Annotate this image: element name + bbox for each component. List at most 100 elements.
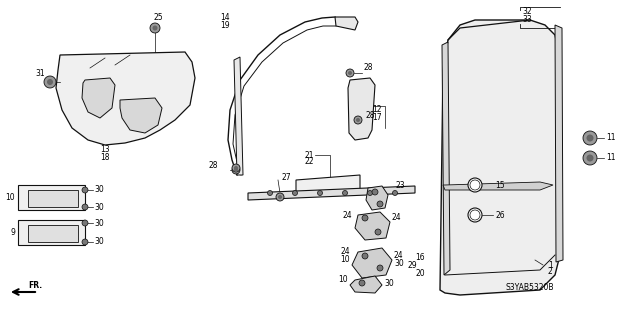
Text: 22: 22 xyxy=(305,158,314,167)
Circle shape xyxy=(583,151,597,165)
Circle shape xyxy=(468,178,482,192)
Circle shape xyxy=(377,265,383,271)
Circle shape xyxy=(470,180,480,190)
Text: 30: 30 xyxy=(94,203,104,211)
Circle shape xyxy=(82,239,88,245)
Circle shape xyxy=(362,253,368,259)
Polygon shape xyxy=(234,57,243,175)
Circle shape xyxy=(44,76,56,88)
Text: 19: 19 xyxy=(220,21,230,31)
Polygon shape xyxy=(443,182,553,190)
Polygon shape xyxy=(82,78,115,118)
Text: 16: 16 xyxy=(415,254,424,263)
Circle shape xyxy=(234,166,238,170)
Circle shape xyxy=(268,190,273,196)
Circle shape xyxy=(392,190,397,196)
Text: 25: 25 xyxy=(153,13,163,23)
Circle shape xyxy=(317,190,323,196)
Text: 24: 24 xyxy=(340,248,350,256)
Text: 1: 1 xyxy=(548,261,553,270)
Circle shape xyxy=(276,193,284,201)
Polygon shape xyxy=(352,248,392,278)
Text: 23: 23 xyxy=(396,182,406,190)
Text: FR.: FR. xyxy=(28,281,42,291)
Circle shape xyxy=(47,79,53,85)
Text: 30: 30 xyxy=(94,238,104,247)
Circle shape xyxy=(372,189,378,195)
Text: 10: 10 xyxy=(5,193,15,202)
Text: 30: 30 xyxy=(94,219,104,227)
Text: 28: 28 xyxy=(366,112,376,121)
Circle shape xyxy=(362,215,368,221)
Circle shape xyxy=(292,190,298,196)
Text: 27: 27 xyxy=(282,174,292,182)
Text: 24: 24 xyxy=(392,213,402,222)
Text: 31: 31 xyxy=(35,69,45,78)
Polygon shape xyxy=(350,276,382,293)
Polygon shape xyxy=(56,52,195,145)
Text: 12: 12 xyxy=(372,106,381,115)
Circle shape xyxy=(150,23,160,33)
Text: 2: 2 xyxy=(548,268,553,277)
Polygon shape xyxy=(296,175,360,195)
Polygon shape xyxy=(355,212,390,240)
Polygon shape xyxy=(555,25,563,262)
Circle shape xyxy=(232,166,240,174)
Text: S3YAB5320B: S3YAB5320B xyxy=(505,283,554,292)
Text: 32: 32 xyxy=(522,8,532,17)
Circle shape xyxy=(359,280,365,286)
Text: 15: 15 xyxy=(495,181,504,189)
Circle shape xyxy=(278,195,282,199)
Text: 17: 17 xyxy=(372,114,381,122)
Text: 11: 11 xyxy=(606,153,616,162)
Circle shape xyxy=(468,208,482,222)
Text: 28: 28 xyxy=(363,63,372,72)
Polygon shape xyxy=(18,220,85,245)
Text: 30: 30 xyxy=(94,186,104,195)
Circle shape xyxy=(375,229,381,235)
Text: 21: 21 xyxy=(305,151,314,160)
Circle shape xyxy=(82,220,88,226)
Circle shape xyxy=(82,187,88,193)
Text: 24: 24 xyxy=(394,250,404,259)
Text: 33: 33 xyxy=(522,14,532,24)
Circle shape xyxy=(586,135,593,142)
Circle shape xyxy=(342,190,348,196)
Circle shape xyxy=(367,190,372,196)
Text: 13: 13 xyxy=(100,145,110,154)
Circle shape xyxy=(583,131,597,145)
Circle shape xyxy=(377,201,383,207)
Text: 30: 30 xyxy=(376,201,386,210)
Polygon shape xyxy=(348,78,375,140)
Circle shape xyxy=(234,168,238,172)
Circle shape xyxy=(470,210,480,220)
Polygon shape xyxy=(248,186,415,200)
Text: 28: 28 xyxy=(209,160,218,169)
Text: 10: 10 xyxy=(339,276,348,285)
Text: 18: 18 xyxy=(100,152,109,161)
Circle shape xyxy=(346,69,354,77)
Text: 14: 14 xyxy=(220,13,230,23)
Circle shape xyxy=(152,26,157,31)
Circle shape xyxy=(348,71,352,75)
Polygon shape xyxy=(28,225,78,242)
Circle shape xyxy=(354,116,362,124)
Text: 30: 30 xyxy=(384,278,394,287)
Text: 29: 29 xyxy=(408,262,418,271)
Circle shape xyxy=(232,164,240,172)
Polygon shape xyxy=(335,17,358,30)
Circle shape xyxy=(356,118,360,122)
Text: 11: 11 xyxy=(606,133,616,143)
Polygon shape xyxy=(28,190,78,207)
Text: 24: 24 xyxy=(342,211,352,219)
Text: 30: 30 xyxy=(394,258,404,268)
Polygon shape xyxy=(18,185,85,210)
Text: 9: 9 xyxy=(370,194,375,203)
Polygon shape xyxy=(120,98,162,133)
Text: 10: 10 xyxy=(340,256,350,264)
Polygon shape xyxy=(440,20,560,295)
Polygon shape xyxy=(366,186,388,210)
Text: 26: 26 xyxy=(495,211,504,219)
Polygon shape xyxy=(442,42,450,275)
Circle shape xyxy=(586,154,593,161)
